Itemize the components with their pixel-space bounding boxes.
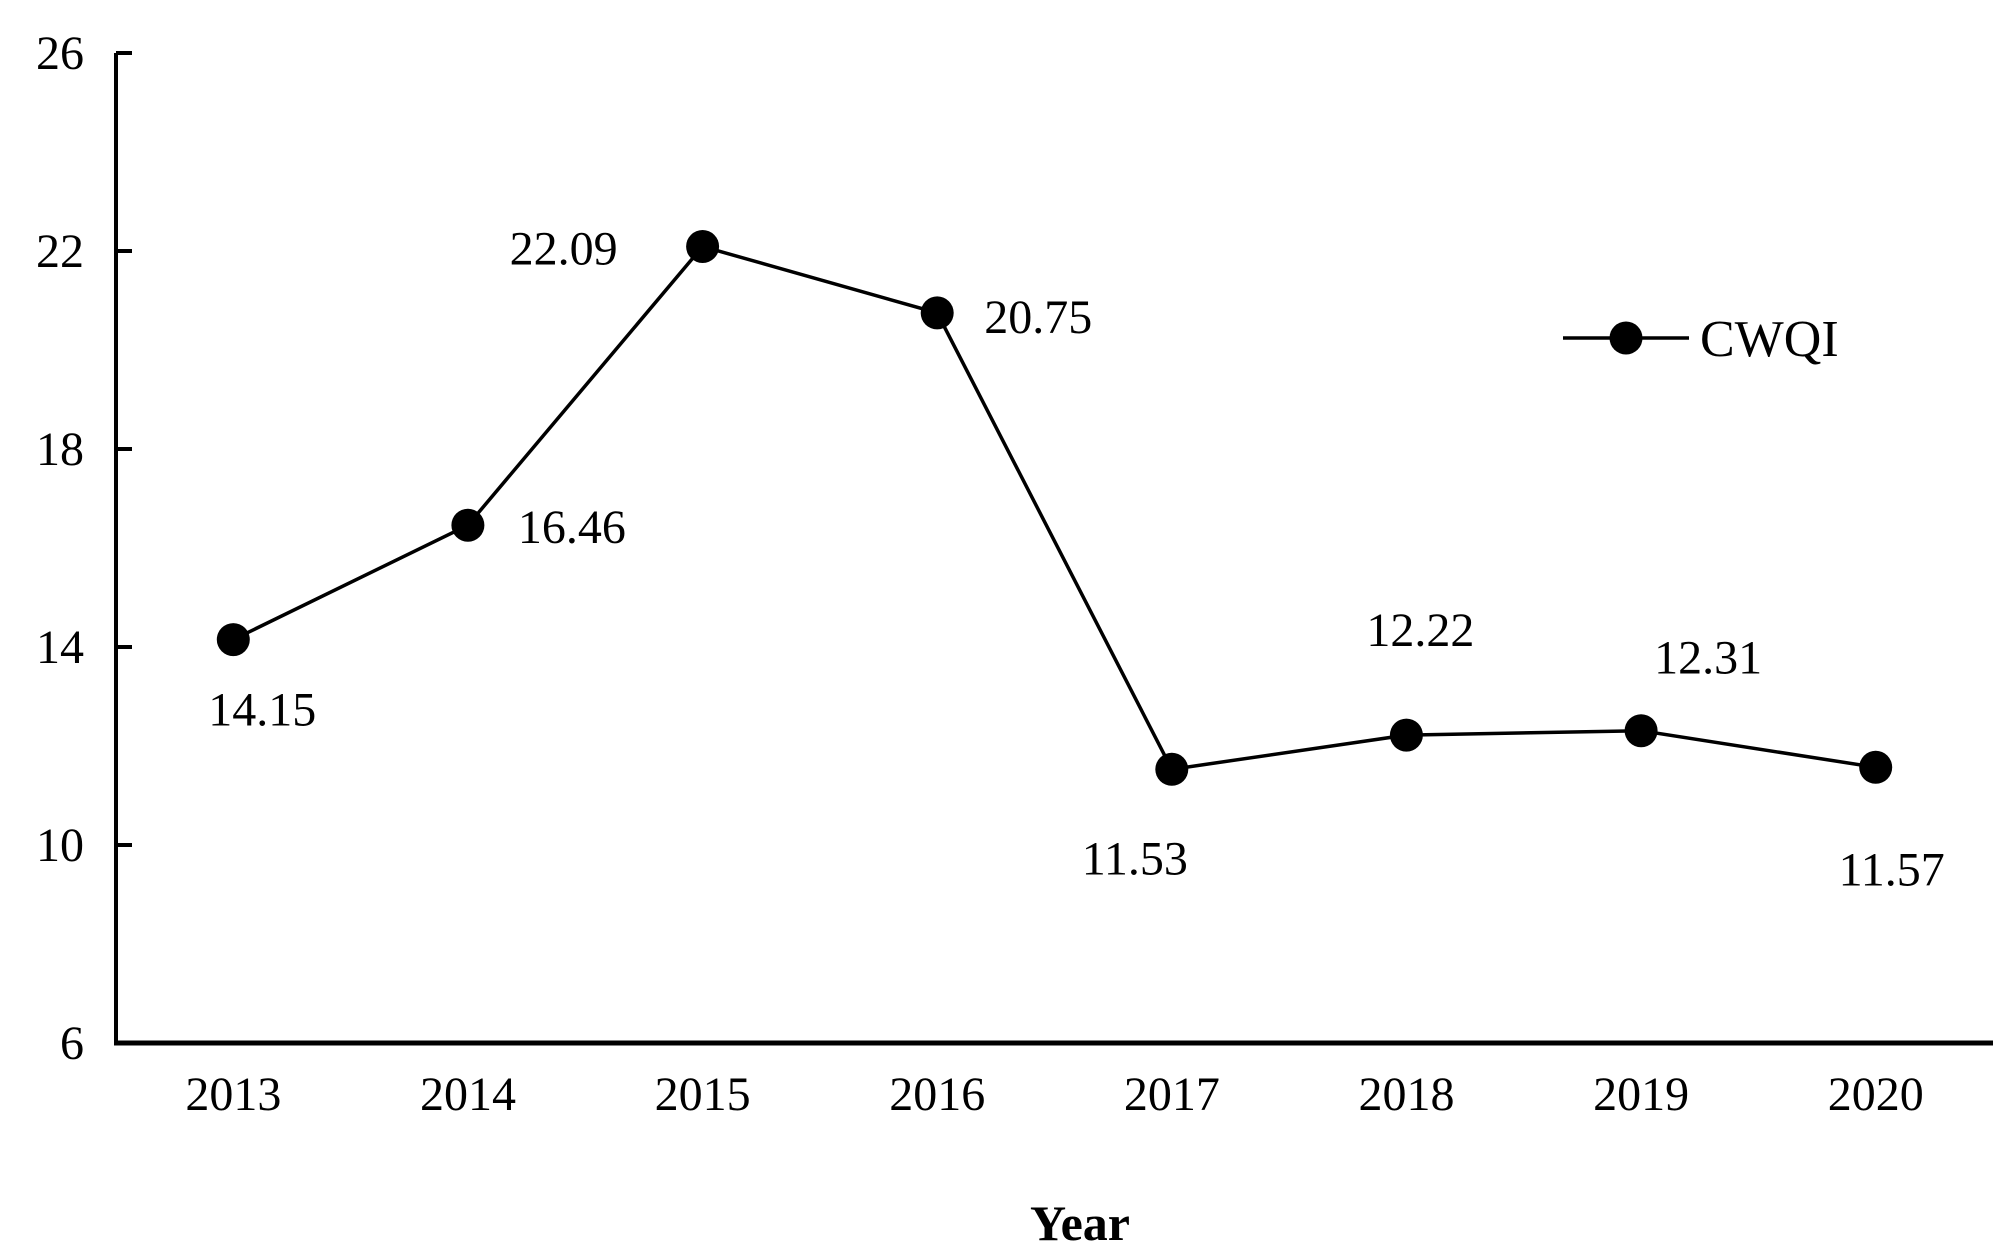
data-point-label: 11.57 bbox=[1839, 843, 1945, 896]
y-tick-label: 14 bbox=[36, 621, 84, 674]
y-tick-label: 22 bbox=[36, 225, 84, 278]
axes-layer: 6 10 14 18 22 26 2013 2014 2015 2016 2017 2018 2019 2… bbox=[36, 27, 1993, 1121]
legend-marker-icon bbox=[1609, 321, 1643, 355]
labels-layer: 14.15 16.46 22.09 20.75 11.53 12.22 12.31 11.57 bbox=[208, 223, 1945, 897]
data-point-marker bbox=[1155, 752, 1189, 786]
x-tick-label: 2018 bbox=[1358, 1068, 1454, 1121]
x-tick-label: 2015 bbox=[655, 1068, 751, 1121]
data-point-marker bbox=[1389, 718, 1423, 752]
x-tick-label: 2016 bbox=[889, 1068, 985, 1121]
data-point-marker bbox=[1859, 750, 1893, 784]
x-tick-label: 2014 bbox=[420, 1068, 516, 1121]
y-tick-label: 18 bbox=[36, 423, 84, 476]
data-point-label: 20.75 bbox=[984, 291, 1092, 344]
legend: CWQI bbox=[1563, 311, 1839, 368]
y-tick-label: 10 bbox=[36, 819, 84, 872]
x-axis-title: Year bbox=[1030, 1195, 1130, 1251]
data-point-label: 16.46 bbox=[518, 501, 626, 554]
series-line bbox=[232, 244, 1876, 772]
data-point-label: 12.31 bbox=[1654, 632, 1762, 685]
legend-label: CWQI bbox=[1700, 311, 1839, 368]
y-tick-label: 26 bbox=[36, 27, 84, 80]
data-point-label: 14.15 bbox=[208, 684, 316, 737]
x-tick-label: 2020 bbox=[1828, 1068, 1924, 1121]
data-point-label: 12.22 bbox=[1366, 604, 1474, 657]
data-point-marker bbox=[920, 296, 954, 330]
series-layer bbox=[216, 230, 1893, 786]
y-tick-label: 6 bbox=[60, 1017, 84, 1070]
data-point-marker bbox=[451, 508, 485, 542]
x-tick-label: 2017 bbox=[1124, 1068, 1220, 1121]
data-point-marker bbox=[216, 623, 250, 657]
data-point-marker bbox=[1624, 714, 1658, 748]
data-point-label: 11.53 bbox=[1082, 832, 1188, 885]
data-point-marker bbox=[686, 230, 720, 263]
x-tick-label: 2019 bbox=[1593, 1068, 1689, 1121]
data-point-label: 22.09 bbox=[510, 223, 618, 276]
x-tick-label: 2013 bbox=[185, 1068, 281, 1121]
